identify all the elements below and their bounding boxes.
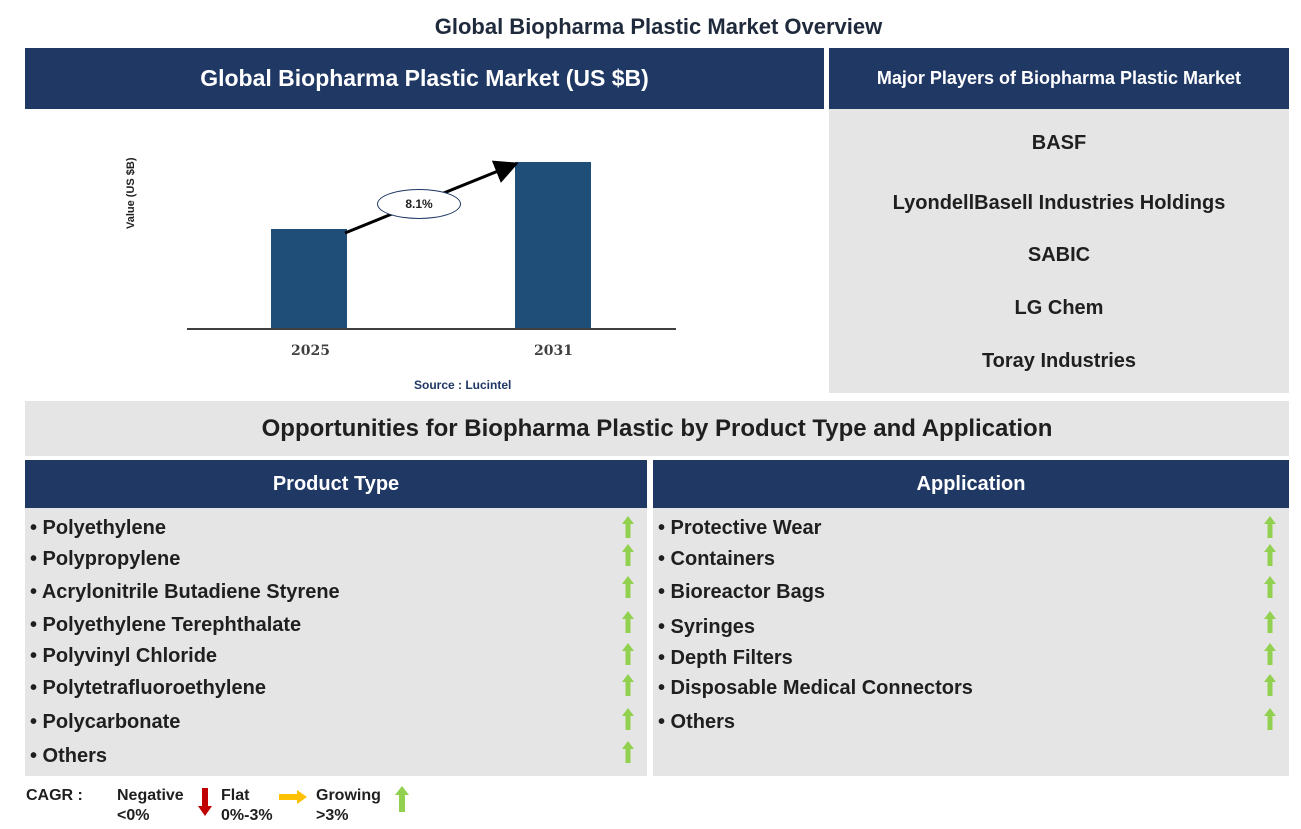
legend-label: CAGR :: [26, 787, 83, 804]
list-item: • Bioreactor Bags: [658, 581, 826, 603]
player-item: Toray Industries: [981, 350, 1137, 372]
list-item: • Containers: [658, 548, 776, 570]
growing-arrow-icon: [622, 576, 634, 598]
growing-arrow-icon: [1264, 544, 1276, 566]
player-item: LyondellBasell Industries Holdings: [892, 192, 1226, 214]
growing-arrow-icon: [1264, 611, 1276, 633]
growing-arrow-icon: [1264, 674, 1276, 696]
growing-arrow-icon: [1264, 516, 1276, 538]
player-item: BASF: [1031, 132, 1087, 154]
list-item: • Others: [658, 711, 736, 733]
list-item: • Protective Wear: [658, 517, 822, 539]
product-type-header: Product Type: [25, 460, 647, 508]
list-item: • Polyvinyl Chloride: [30, 645, 218, 667]
product-type-list: • Polyethylene • Polypropylene • Acrylon…: [25, 508, 647, 776]
list-item: • Polyethylene Terephthalate: [30, 614, 302, 636]
list-item: • Polypropylene: [30, 548, 181, 570]
growing-arrow-icon: [395, 786, 409, 812]
player-item: SABIC: [1027, 244, 1091, 266]
growing-arrow-icon: [1264, 643, 1276, 665]
list-item: • Depth Filters: [658, 647, 793, 669]
list-item: • Polyethylene: [30, 517, 166, 539]
legend-negative-range: <0%: [117, 807, 150, 824]
growing-arrow-icon: [622, 544, 634, 566]
source-label: Source : Lucintel: [414, 378, 512, 392]
legend-negative-name: Negative: [117, 787, 184, 804]
growing-arrow-icon: [622, 708, 634, 730]
legend-growing-range: >3%: [316, 807, 349, 824]
growing-arrow-icon: [1264, 708, 1276, 730]
list-item: • Acrylonitrile Butadiene Styrene: [30, 581, 340, 603]
growing-arrow-icon: [622, 741, 634, 763]
players-list: BASF LyondellBasell Industries Holdings …: [829, 109, 1289, 393]
growing-arrow-icon: [1264, 576, 1276, 598]
list-item: • Others: [30, 745, 108, 767]
x-axis-line: [187, 328, 676, 330]
list-item: • Polycarbonate: [30, 711, 181, 733]
player-item: LG Chem: [1014, 297, 1104, 319]
x-tick-2025: 2025: [291, 343, 330, 359]
legend-flat-name: Flat: [221, 787, 250, 804]
bar-2025: [271, 229, 347, 329]
growing-arrow-icon: [622, 674, 634, 696]
list-item: • Disposable Medical Connectors: [658, 677, 973, 699]
growing-arrow-icon: [622, 516, 634, 538]
growth-arrow-icon: [344, 160, 519, 235]
chart-header: Global Biopharma Plastic Market (US $B): [25, 48, 824, 109]
application-list: • Protective Wear • Containers • Bioreac…: [653, 508, 1289, 776]
cagr-annotation: 8.1%: [377, 189, 461, 219]
growing-arrow-icon: [622, 611, 634, 633]
growing-arrow-icon: [622, 643, 634, 665]
bar-chart: Value (US $B) 8.1% 2025 2031 Source : Lu…: [25, 109, 824, 393]
opportunities-header: Opportunities for Biopharma Plastic by P…: [25, 401, 1289, 456]
players-header: Major Players of Biopharma Plastic Marke…: [829, 48, 1289, 109]
bar-2031: [515, 162, 591, 329]
page-title: Global Biopharma Plastic Market Overview: [434, 14, 883, 39]
list-item: • Syringes: [658, 616, 756, 638]
flat-arrow-icon: [279, 790, 307, 804]
legend-flat-range: 0%-3%: [221, 807, 273, 824]
legend-growing-name: Growing: [316, 787, 381, 804]
list-item: • Polytetrafluoroethylene: [30, 677, 266, 699]
application-header: Application: [653, 460, 1289, 508]
negative-arrow-icon: [198, 788, 212, 816]
x-tick-2031: 2031: [534, 343, 573, 359]
